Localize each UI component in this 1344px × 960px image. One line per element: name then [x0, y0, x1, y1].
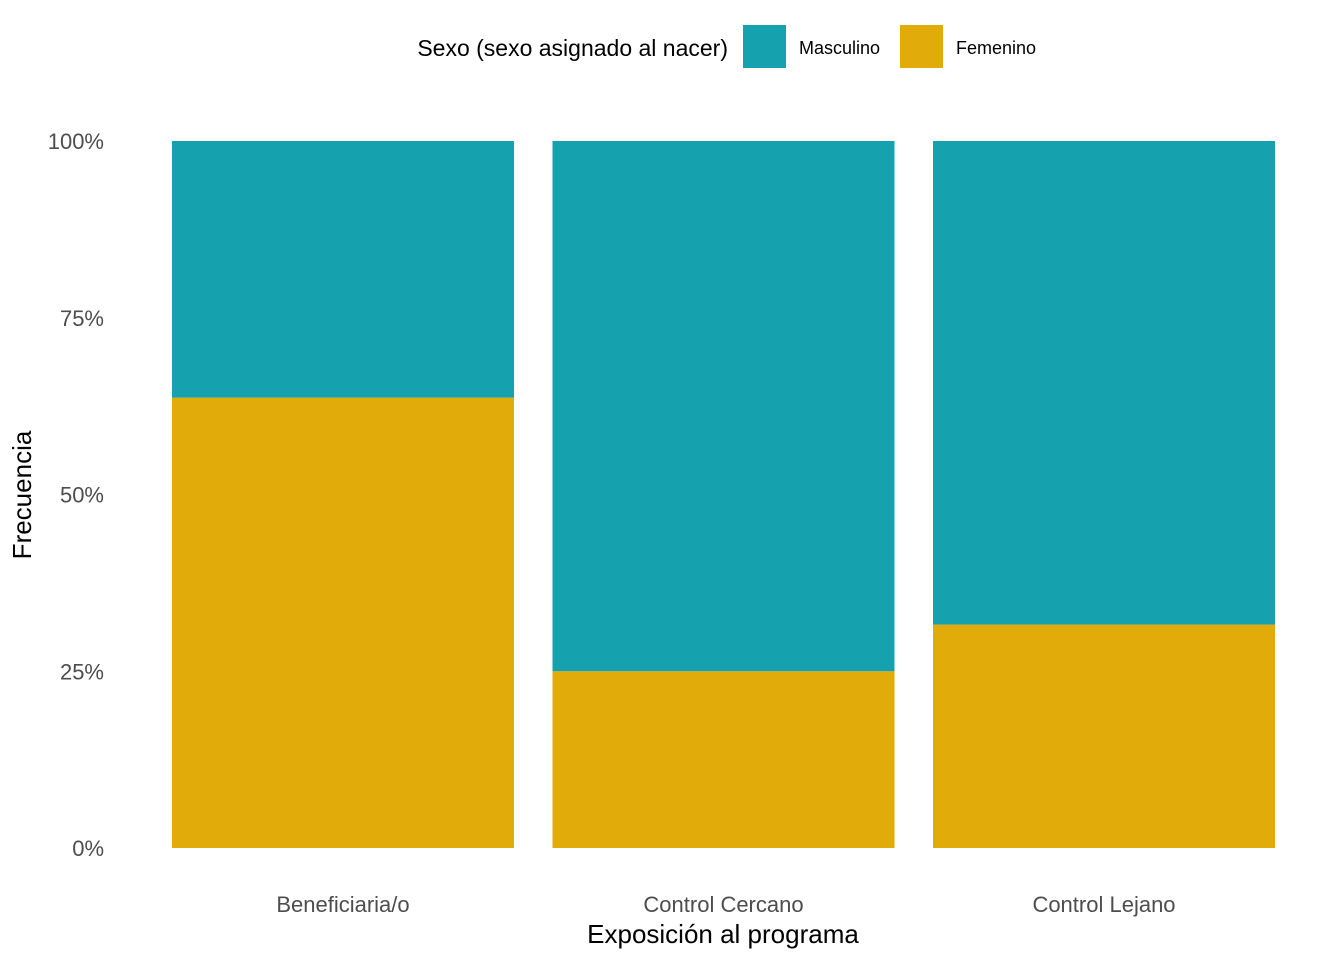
- legend: Sexo (sexo asignado al nacer) Masculino …: [417, 25, 1036, 68]
- x-axis-title: Exposición al programa: [587, 919, 859, 949]
- bar-control-cercano-masculino: [552, 141, 895, 672]
- bars-layer: [172, 141, 1275, 848]
- legend-title: Sexo (sexo asignado al nacer): [417, 35, 728, 61]
- y-tick-label: 100%: [48, 129, 104, 154]
- legend-label-masculino: Masculino: [799, 38, 880, 58]
- y-tick-label: 25%: [60, 659, 104, 684]
- legend-label-femenino: Femenino: [956, 38, 1036, 58]
- bar-control-lejano-femenino: [933, 624, 1275, 848]
- y-axis-title: Frecuencia: [7, 430, 37, 559]
- y-tick-label: 75%: [60, 306, 104, 331]
- y-tick-label: 50%: [60, 483, 104, 508]
- y-axis-ticks: 0% 25% 50% 75% 100%: [48, 129, 104, 861]
- bar-control-cercano-femenino: [552, 671, 895, 848]
- x-tick-label: Control Cercano: [643, 892, 803, 917]
- x-axis-ticks: Beneficiaria/o Control Cercano Control Lej…: [276, 892, 1175, 917]
- x-tick-label: Control Lejano: [1032, 892, 1175, 917]
- x-tick-label: Beneficiaria/o: [276, 892, 409, 917]
- bar-beneficiaria-o-femenino: [172, 397, 514, 848]
- y-tick-label: 0%: [72, 836, 104, 861]
- bar-beneficiaria-o-masculino: [172, 141, 514, 398]
- legend-swatch-femenino: [900, 25, 943, 68]
- legend-swatch-masculino: [743, 25, 786, 68]
- bar-control-lejano-masculino: [933, 141, 1275, 625]
